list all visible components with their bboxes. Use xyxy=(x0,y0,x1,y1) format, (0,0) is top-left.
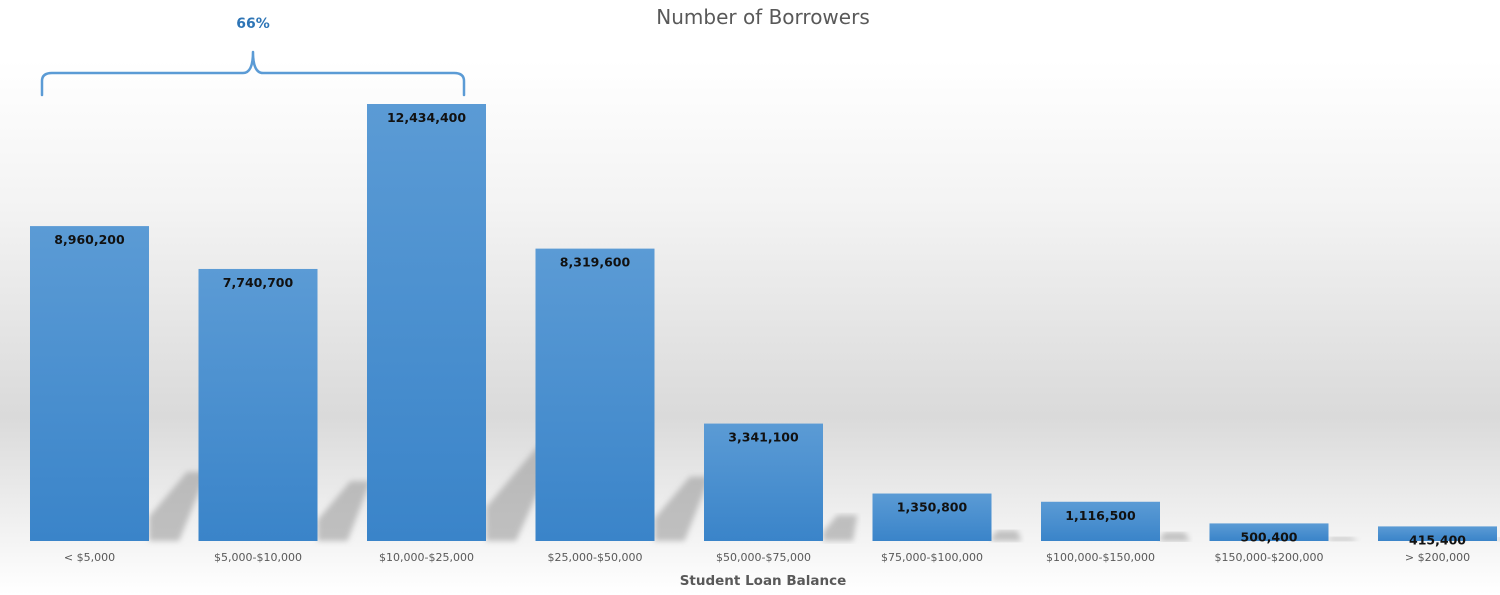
bar xyxy=(198,268,318,541)
x-tick-label: $50,000-$75,000 xyxy=(716,551,811,564)
bar-shadow xyxy=(1160,532,1190,541)
bar-shadow xyxy=(1328,537,1359,541)
x-tick-label: $100,000-$150,000 xyxy=(1046,551,1155,564)
data-labels: 8,960,200 7,740,700 12,434,400 8,319,600 3,3… xyxy=(54,110,1466,547)
bar-shadow xyxy=(317,481,371,541)
bar xyxy=(1378,526,1497,541)
x-tick-label: < $5,000 xyxy=(64,551,115,564)
x-tick-label: $150,000-$200,000 xyxy=(1215,551,1324,564)
x-tick-label: $25,000-$50,000 xyxy=(548,551,643,564)
bars xyxy=(30,104,1497,541)
bar-shadow xyxy=(991,530,1022,541)
bar xyxy=(704,423,823,541)
x-axis-title: Student Loan Balance xyxy=(680,573,847,589)
data-label: 1,350,800 xyxy=(897,500,968,515)
bar xyxy=(367,104,486,541)
data-label: 8,319,600 xyxy=(560,255,631,270)
x-tick-label: $5,000-$10,000 xyxy=(214,551,302,564)
bar xyxy=(1209,523,1329,541)
bar xyxy=(1041,501,1160,541)
x-tick-labels: < $5,000 $5,000-$10,000 $10,000-$25,000 $25… xyxy=(64,551,1470,564)
annotation-bracket xyxy=(40,50,466,97)
bar xyxy=(30,226,149,541)
data-label: 1,116,500 xyxy=(1065,508,1136,523)
chart-title: Number of Borrowers xyxy=(656,5,870,29)
data-label: 7,740,700 xyxy=(223,275,294,290)
data-label: 415,400 xyxy=(1409,532,1466,547)
x-tick-label: $10,000-$25,000 xyxy=(379,551,474,564)
data-label: 500,400 xyxy=(1241,529,1298,544)
bar-shadow xyxy=(823,515,858,541)
data-label: 12,434,400 xyxy=(387,110,466,125)
bar-shadow xyxy=(1497,537,1500,541)
x-tick-label: $75,000-$100,000 xyxy=(881,551,983,564)
x-tick-label: > $200,000 xyxy=(1405,551,1470,564)
bar xyxy=(872,493,992,541)
bar-shadow xyxy=(149,471,208,541)
bar xyxy=(535,248,655,541)
data-label: 3,341,100 xyxy=(728,430,799,445)
data-label: 8,960,200 xyxy=(54,232,125,247)
bar-shadow xyxy=(654,476,710,541)
annotation-percent: 66% xyxy=(236,16,270,32)
